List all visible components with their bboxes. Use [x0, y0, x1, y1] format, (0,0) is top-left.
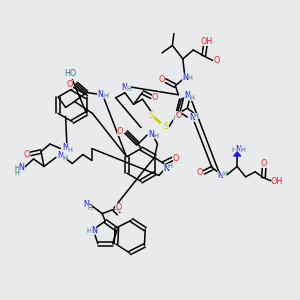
Text: O: O [197, 168, 203, 177]
Text: N: N [19, 164, 25, 172]
Text: H: H [15, 170, 20, 176]
Text: O: O [116, 202, 122, 211]
Text: N: N [189, 113, 195, 122]
Text: H: H [62, 155, 67, 161]
Text: H: H [126, 86, 131, 92]
Text: H: H [103, 92, 108, 98]
Text: N: N [148, 130, 154, 139]
Text: H: H [240, 147, 245, 153]
Text: S: S [164, 122, 169, 130]
Text: N: N [217, 171, 223, 180]
Text: H: H [67, 147, 72, 153]
Text: O: O [117, 127, 123, 136]
Text: O: O [173, 154, 179, 163]
Text: N: N [83, 200, 89, 209]
Text: S: S [149, 111, 154, 120]
Text: H: H [154, 133, 158, 139]
Text: OH: OH [200, 37, 212, 46]
Text: H: H [15, 165, 20, 171]
Text: N: N [184, 91, 190, 100]
Text: O: O [67, 80, 73, 89]
Text: OH: OH [271, 177, 283, 186]
Text: H: H [231, 147, 236, 153]
Text: N: N [163, 164, 169, 173]
Text: H: H [188, 75, 193, 81]
Text: N: N [97, 89, 103, 98]
Text: N: N [91, 226, 97, 235]
Polygon shape [234, 152, 241, 156]
Text: O: O [261, 159, 267, 168]
Text: H: H [189, 95, 194, 101]
Text: N: N [58, 152, 63, 160]
Text: O: O [158, 75, 164, 84]
Text: O: O [23, 150, 30, 159]
Text: H: H [86, 228, 91, 234]
Text: O: O [152, 93, 158, 102]
Text: HO: HO [65, 69, 77, 78]
Text: N: N [182, 73, 188, 82]
Text: N: N [62, 143, 68, 152]
Text: N: N [235, 146, 241, 154]
Text: O: O [213, 56, 220, 65]
Text: H: H [168, 164, 173, 169]
Text: N: N [122, 83, 128, 92]
Text: H: H [87, 205, 92, 211]
Text: H: H [222, 171, 227, 177]
Text: H: H [173, 115, 178, 121]
Text: H: H [194, 113, 199, 119]
Text: O: O [175, 111, 182, 120]
